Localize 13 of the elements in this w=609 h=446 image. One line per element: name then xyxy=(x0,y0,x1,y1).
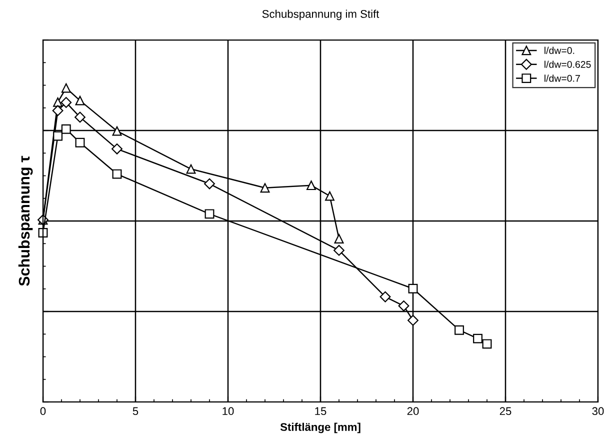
x-tick-label: 10 xyxy=(222,407,234,416)
y-axis-title: Schubspannung τ xyxy=(18,156,33,286)
x-tick-label: 5 xyxy=(132,407,138,416)
legend-label: l/dw=0.625 xyxy=(544,60,591,68)
legend-label: l/dw=0.7 xyxy=(544,74,580,82)
chart-title: Schubspannung im Stift xyxy=(262,10,380,20)
x-tick-label: 20 xyxy=(407,407,419,416)
x-axis-title: Stiftlänge [mm] xyxy=(280,422,360,434)
x-tick-label: 30 xyxy=(592,407,604,416)
legend-label: l/dw=0. xyxy=(544,46,574,54)
x-tick-label: 15 xyxy=(315,407,326,416)
x-tick-label: 0 xyxy=(40,407,46,416)
x-tick-label: 25 xyxy=(500,407,512,416)
